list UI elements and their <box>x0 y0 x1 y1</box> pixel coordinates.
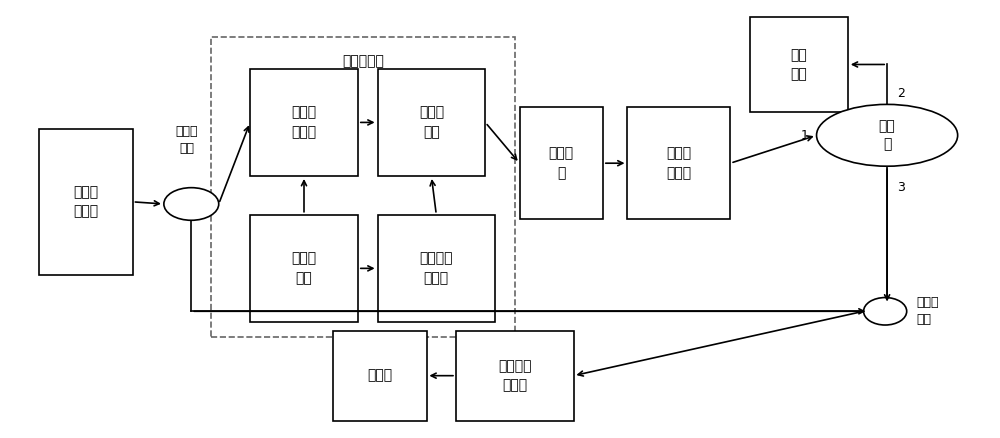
Text: 第一光电
探测器: 第一光电 探测器 <box>498 359 531 392</box>
Bar <box>456 331 574 421</box>
Text: 波形发
生器: 波形发 生器 <box>291 251 317 285</box>
Text: 2: 2 <box>897 87 905 100</box>
Text: 3: 3 <box>897 181 905 194</box>
Text: 窄线宽
激光器: 窄线宽 激光器 <box>73 185 99 219</box>
Bar <box>378 215 495 322</box>
Bar <box>250 69 358 176</box>
Bar <box>250 215 358 322</box>
Circle shape <box>817 104 958 166</box>
Ellipse shape <box>164 187 219 220</box>
Text: 光调制单元: 光调制单元 <box>342 54 384 68</box>
Bar <box>750 17 848 112</box>
Text: 频率调
制器: 频率调 制器 <box>419 106 444 139</box>
Bar <box>378 69 485 176</box>
Bar <box>333 331 427 421</box>
Bar <box>211 37 515 337</box>
Text: 多载波
调制器: 多载波 调制器 <box>291 106 317 139</box>
Text: 光放大
器: 光放大 器 <box>549 146 574 180</box>
Text: 带通光
滤波器: 带通光 滤波器 <box>666 146 691 180</box>
Text: 第一耦
合器: 第一耦 合器 <box>175 125 198 155</box>
Ellipse shape <box>864 297 907 325</box>
Text: 环形
器: 环形 器 <box>879 119 895 152</box>
Bar <box>520 107 603 219</box>
Text: 传感
光纤: 传感 光纤 <box>791 48 807 81</box>
Text: 1: 1 <box>801 129 809 142</box>
Text: 射频驱动
放大器: 射频驱动 放大器 <box>420 251 453 285</box>
Text: 采集卡: 采集卡 <box>367 369 393 383</box>
Text: 第二耦
合器: 第二耦 合器 <box>916 296 939 326</box>
Bar <box>39 129 132 275</box>
Bar <box>627 107 730 219</box>
